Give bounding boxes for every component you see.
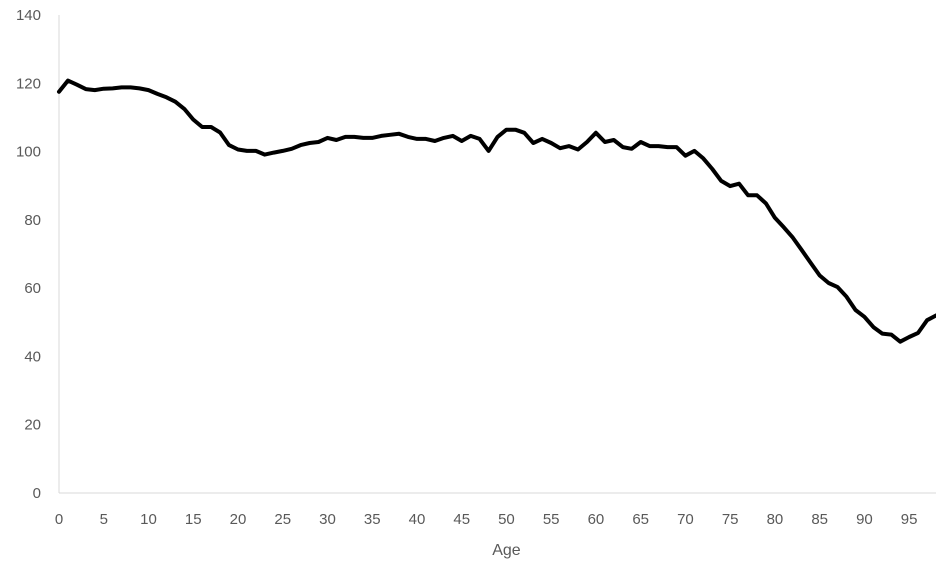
series-line xyxy=(57,78,936,344)
x-tick-label: 0 xyxy=(55,511,63,528)
y-tick-label: 60 xyxy=(24,280,41,297)
y-tick-label: 0 xyxy=(33,485,41,502)
x-tick-label: 35 xyxy=(364,511,381,528)
x-tick-label: 30 xyxy=(319,511,336,528)
x-axis-title: Age xyxy=(492,542,521,559)
y-tick-label: 140 xyxy=(16,7,41,24)
x-tick-label: 95 xyxy=(901,511,918,528)
y-tick-label: 100 xyxy=(16,144,41,161)
x-axis-ticks: 0 5 10 15 20 25 30 35 40 45 50 55 60 65 70 75 80 85 90 95 xyxy=(55,511,918,528)
x-tick-label: 80 xyxy=(767,511,784,528)
x-tick-label: 65 xyxy=(632,511,649,528)
x-tick-label: 70 xyxy=(677,511,694,528)
x-tick-label: 60 xyxy=(588,511,605,528)
x-tick-label: 50 xyxy=(498,511,515,528)
x-tick-label: 55 xyxy=(543,511,560,528)
y-axis-ticks: 0 20 40 60 80 100 120 140 xyxy=(16,7,41,502)
y-tick-label: 120 xyxy=(16,75,41,92)
x-tick-label: 10 xyxy=(140,511,157,528)
y-tick-label: 20 xyxy=(24,417,41,434)
y-tick-label: 80 xyxy=(24,212,41,229)
x-tick-label: 25 xyxy=(274,511,291,528)
x-tick-label: 45 xyxy=(453,511,470,528)
series-layer xyxy=(57,78,936,344)
x-tick-label: 5 xyxy=(100,511,108,528)
x-tick-label: 15 xyxy=(185,511,202,528)
x-tick-label: 75 xyxy=(722,511,739,528)
x-tick-label: 40 xyxy=(409,511,426,528)
x-tick-label: 85 xyxy=(811,511,828,528)
y-tick-label: 40 xyxy=(24,348,41,365)
x-tick-label: 20 xyxy=(230,511,247,528)
x-tick-label: 90 xyxy=(856,511,873,528)
